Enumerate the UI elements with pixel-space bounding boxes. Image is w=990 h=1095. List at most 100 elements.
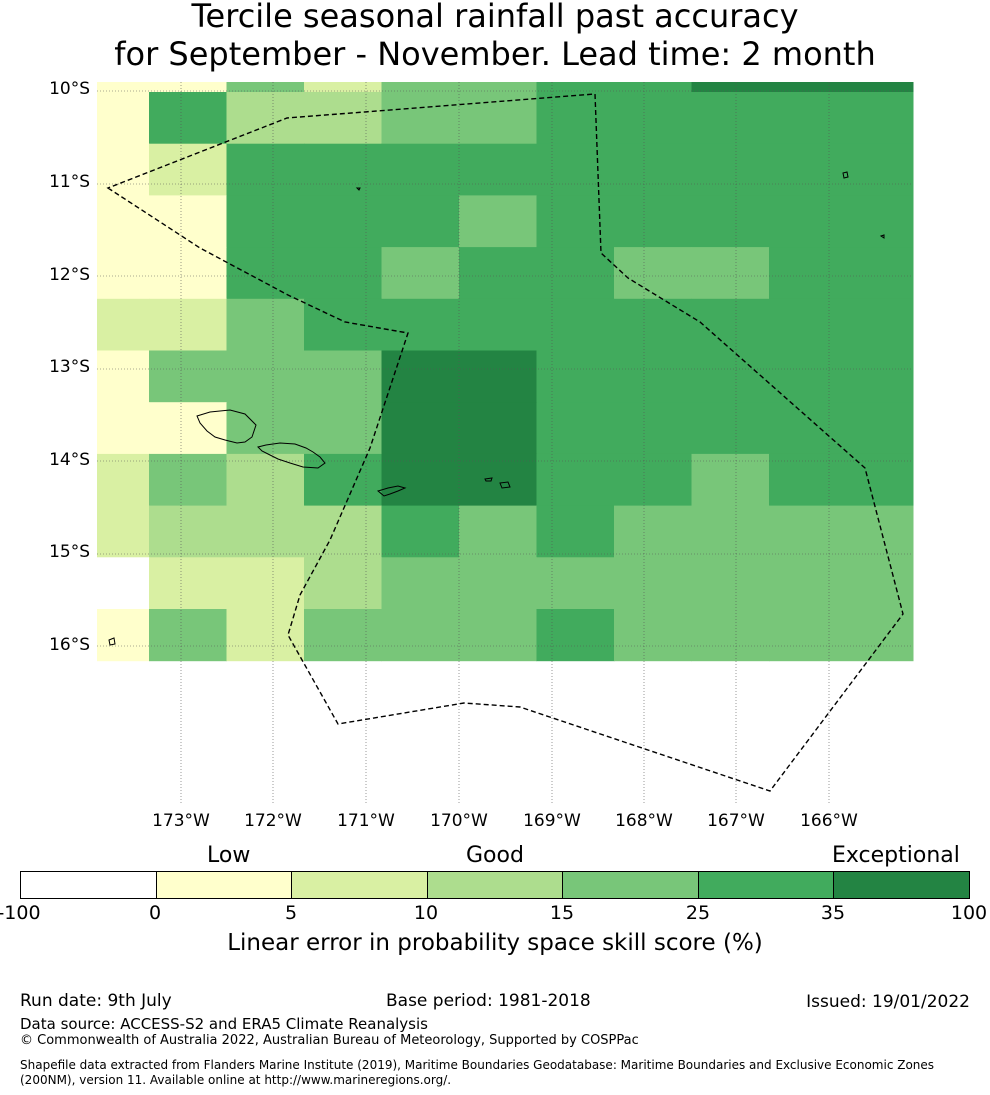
skill-cell (536, 402, 615, 455)
skill-cell (459, 143, 537, 196)
colorbar-tick-100: 100 (950, 902, 988, 924)
skill-cell (691, 195, 770, 248)
skill-cell (536, 247, 615, 300)
skill-cell (149, 92, 227, 145)
nukunonu-atoll (355, 187, 361, 191)
skill-cell (381, 402, 460, 455)
skill-cell (381, 350, 460, 403)
skill-cell (226, 557, 305, 610)
skill-cell (614, 609, 692, 662)
data-source: Data source: ACCESS-S2 and ERA5 Climate … (20, 1015, 428, 1033)
skill-cell (614, 505, 692, 558)
colorbar-tick-25: 25 (685, 902, 711, 924)
skill-cell (97, 350, 150, 403)
graticule (97, 82, 913, 805)
skill-cell (459, 82, 537, 93)
lat-label-10s: 10°S (49, 79, 90, 99)
skill-cell (769, 453, 914, 507)
colorbar-tick-0: 0 (148, 902, 162, 924)
skill-cell (149, 247, 227, 300)
skill-cell (691, 350, 770, 403)
colorbar (20, 871, 970, 899)
skill-cell (381, 453, 460, 507)
skill-cell (149, 453, 227, 507)
colorbar-tick-minus100: -100 (0, 902, 41, 924)
skill-cell (226, 92, 305, 145)
colorbar-segment-1 (21, 872, 156, 898)
skill-cell (691, 298, 770, 351)
skill-cell (304, 247, 382, 300)
skill-cell (226, 247, 305, 300)
skill-cell (381, 195, 460, 248)
skill-cell (304, 557, 382, 610)
skill-cell (691, 453, 770, 507)
skill-cell (149, 557, 227, 610)
skill-cell (459, 350, 537, 403)
skill-cell (97, 609, 150, 662)
issued-date: Issued: 19/01/2022 (806, 992, 970, 1012)
colorbar-segment-7 (833, 872, 970, 898)
skill-cell (226, 609, 305, 662)
skill-cell (536, 82, 615, 93)
colorbar-title: Linear error in probability space skill … (227, 930, 763, 956)
skill-cell (459, 609, 537, 662)
skill-cell (304, 609, 382, 662)
copyright: © Commonwealth of Australia 2022, Austra… (20, 1033, 639, 1048)
upolu-island (257, 442, 326, 469)
skill-cell (614, 143, 692, 196)
lon-label-173w: 173°W (152, 811, 210, 831)
skill-cell (769, 143, 914, 196)
skill-cell (97, 453, 150, 507)
skill-cell (149, 505, 227, 558)
skill-cell (769, 505, 914, 558)
legend-category-exceptional: Exceptional (832, 843, 960, 868)
skill-cell (97, 82, 150, 93)
run-date: Run date: 9th July (20, 991, 172, 1011)
tau-island (499, 481, 511, 489)
islands (108, 171, 885, 646)
shapefile-credit: Shapefile data extracted from Flanders M… (20, 1058, 935, 1087)
skill-cell (97, 92, 150, 145)
skill-cell (691, 505, 770, 558)
colorbar-tick-5: 5 (284, 902, 298, 924)
skill-cell (97, 143, 150, 196)
lon-label-172w: 172°W (244, 811, 302, 831)
eez-boundary (106, 93, 904, 792)
skill-cell (304, 402, 382, 455)
skill-cell (97, 247, 150, 300)
colorbar-segment-4 (426, 872, 563, 898)
legend-category-good: Good (466, 843, 524, 868)
skill-cell (97, 195, 150, 248)
skill-map (97, 82, 914, 805)
skill-cell (97, 505, 150, 558)
skill-cell (614, 350, 692, 403)
skill-cell (769, 82, 914, 93)
skill-cell (97, 402, 150, 455)
skill-cell (459, 247, 537, 300)
skill-cell (614, 402, 692, 455)
lat-label-14s: 14°S (49, 450, 90, 470)
skill-cell (691, 247, 770, 300)
skill-cell (226, 505, 305, 558)
skill-cell (304, 195, 382, 248)
skill-cell (459, 195, 537, 248)
skill-cell (536, 298, 615, 351)
skill-cell (536, 143, 615, 196)
skill-cell (459, 557, 537, 610)
skill-cell (304, 298, 382, 351)
lon-label-169w: 169°W (523, 811, 581, 831)
skill-cell (769, 92, 914, 145)
colorbar-segment-5 (562, 872, 698, 898)
tutuila-island (376, 485, 407, 497)
lat-label-12s: 12°S (49, 265, 90, 285)
colorbar-tick-15: 15 (549, 902, 575, 924)
base-period: Base period: 1981-2018 (386, 991, 591, 1011)
skill-cell (149, 350, 227, 403)
skill-cell (149, 298, 227, 351)
skill-cell (97, 298, 150, 351)
skill-cell (614, 557, 692, 610)
skill-cell (226, 298, 305, 351)
skill-cell (226, 402, 305, 455)
skill-cell (614, 195, 692, 248)
skill-cell (381, 505, 460, 558)
